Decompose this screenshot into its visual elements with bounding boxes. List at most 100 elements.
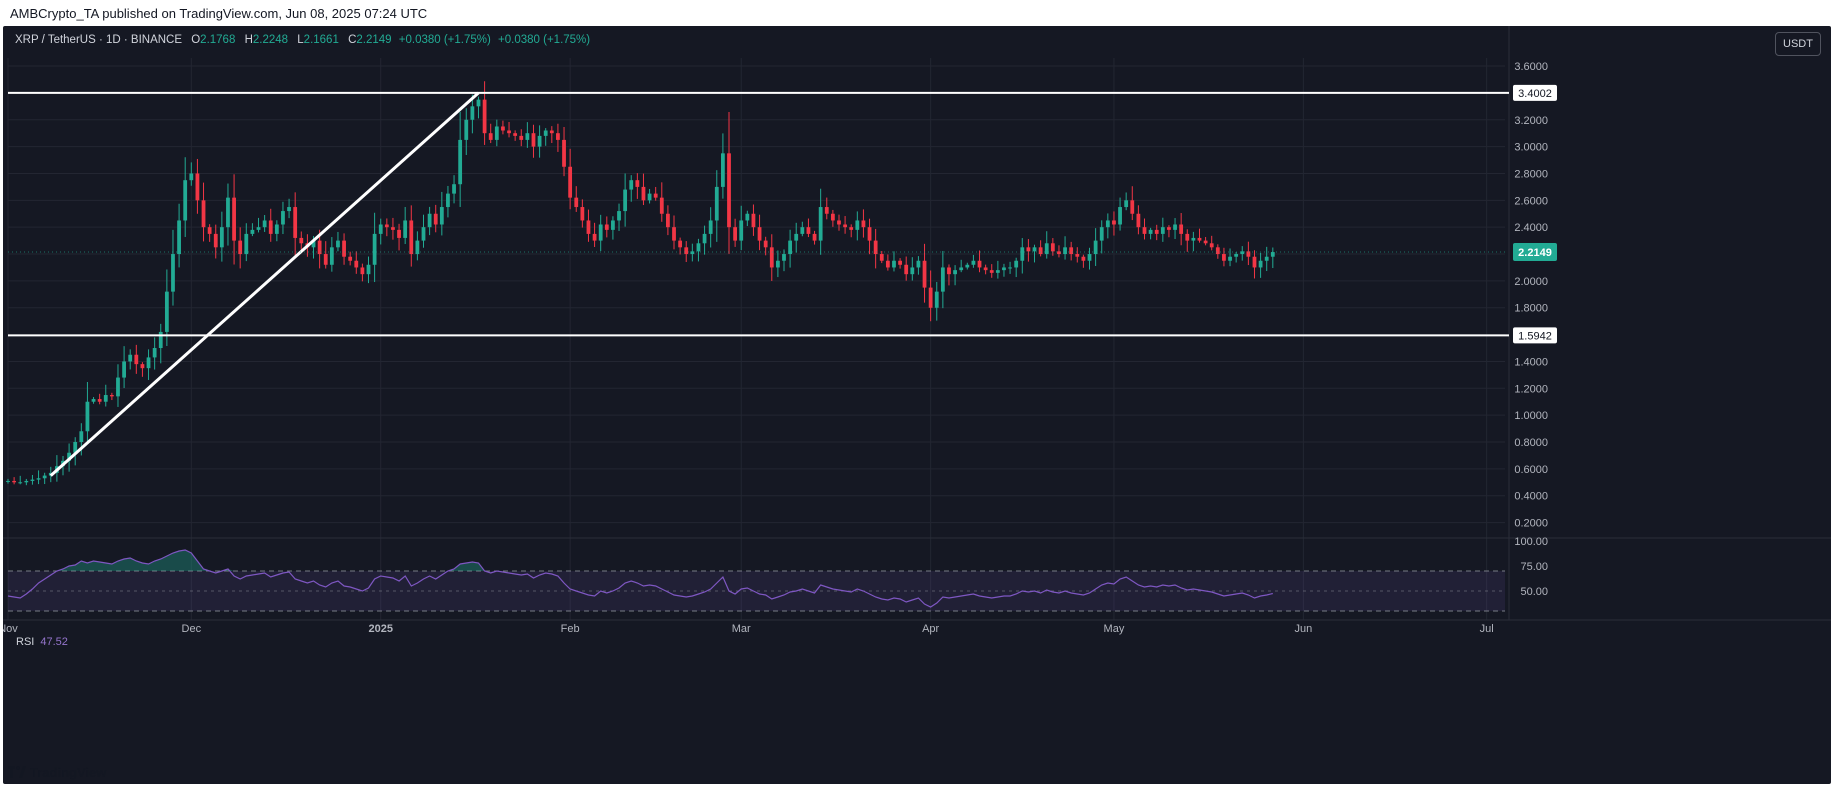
candle-body bbox=[299, 237, 304, 244]
candle-body bbox=[1008, 267, 1012, 269]
price-tick-3: 3.0000 bbox=[1514, 142, 1548, 154]
candle-body bbox=[1087, 254, 1092, 261]
candle-body bbox=[1246, 251, 1251, 257]
trendline bbox=[49, 91, 480, 477]
low-label: L bbox=[297, 34, 304, 46]
candle-body bbox=[366, 264, 371, 275]
candle-body bbox=[464, 119, 469, 140]
candle-body bbox=[1069, 247, 1074, 255]
candle-body bbox=[79, 431, 84, 443]
candle-body bbox=[910, 267, 915, 275]
price-tick-6: 2.4000 bbox=[1514, 222, 1548, 234]
candle-body bbox=[751, 213, 756, 228]
candle-body bbox=[800, 227, 805, 234]
candle-body bbox=[1209, 243, 1214, 248]
candle-body bbox=[177, 220, 181, 255]
time-tick-2: 2025 bbox=[368, 623, 392, 635]
candle-body bbox=[507, 130, 511, 134]
brand-name: TradingView bbox=[30, 765, 107, 780]
candle-body bbox=[1154, 229, 1159, 234]
candle-body bbox=[281, 211, 285, 225]
candle-body bbox=[97, 399, 102, 402]
candle-body bbox=[763, 240, 768, 248]
candle-body bbox=[892, 260, 896, 268]
currency-button[interactable]: USDT bbox=[1775, 32, 1821, 56]
candle-body bbox=[922, 260, 927, 288]
candle-body bbox=[1270, 252, 1275, 257]
candle-body bbox=[311, 240, 316, 248]
price-tick-14: 0.8000 bbox=[1514, 437, 1548, 449]
candle-body bbox=[293, 207, 298, 238]
candle-body bbox=[745, 213, 750, 221]
candle-body bbox=[696, 243, 701, 252]
candle-body bbox=[720, 153, 725, 187]
price-tick-11: 1.4000 bbox=[1514, 356, 1548, 368]
candle-body bbox=[158, 331, 163, 349]
last-price-tag bbox=[1513, 243, 1557, 262]
symbol-info-bar[interactable]: XRP / TetherUS · 1D · BINANCE O2.1768 H2… bbox=[15, 34, 590, 46]
candle-body bbox=[641, 186, 646, 201]
candle-body bbox=[690, 251, 695, 255]
candle-body bbox=[109, 395, 114, 397]
candle-body bbox=[928, 287, 933, 308]
candle-body bbox=[1026, 247, 1031, 252]
candle-body bbox=[586, 220, 591, 234]
tradingview-brand[interactable]: TradingView bbox=[8, 758, 106, 787]
price-tick-2: 3.2000 bbox=[1514, 115, 1548, 127]
candle-body bbox=[1264, 256, 1269, 261]
candle-body bbox=[867, 227, 872, 241]
candle-body bbox=[85, 401, 90, 432]
candle-body bbox=[965, 264, 970, 268]
candle-body bbox=[1057, 251, 1061, 255]
candle-body bbox=[146, 357, 151, 369]
chart-canvas[interactable]: 3.60003.40003.20003.00002.80002.60002.40… bbox=[3, 26, 1831, 784]
candle-body bbox=[629, 180, 634, 190]
candle-body bbox=[342, 240, 346, 257]
candle-body bbox=[562, 139, 566, 167]
rsi-line bbox=[7, 549, 1273, 608]
candle-body bbox=[995, 270, 1000, 273]
rsi-legend[interactable]: RSI 47.52 bbox=[16, 636, 68, 648]
candle-body bbox=[1173, 224, 1177, 230]
candle-body bbox=[592, 233, 597, 241]
candle-body bbox=[409, 220, 414, 255]
candle-body bbox=[348, 256, 353, 261]
candle-body bbox=[519, 135, 524, 140]
price-tick-13: 1.0000 bbox=[1514, 410, 1548, 422]
candle-body bbox=[617, 211, 621, 221]
candle-body bbox=[256, 227, 261, 230]
candle-body bbox=[830, 213, 835, 221]
candle-body bbox=[1093, 240, 1098, 255]
candle-body bbox=[226, 197, 230, 228]
candle-body bbox=[439, 207, 444, 225]
candle-body bbox=[427, 213, 432, 228]
candle-body bbox=[1228, 256, 1232, 261]
open-label: O bbox=[191, 34, 201, 46]
candle-body bbox=[476, 99, 481, 107]
price-tick-9: 1.8000 bbox=[1514, 303, 1548, 315]
candle-body bbox=[116, 377, 120, 397]
candle-body bbox=[672, 227, 676, 241]
candle-body bbox=[733, 227, 738, 241]
candle-body bbox=[678, 240, 683, 248]
candle-body bbox=[1050, 243, 1055, 252]
candle-body bbox=[354, 260, 359, 268]
candle-body bbox=[391, 227, 395, 230]
chart-frame[interactable]: 3.60003.40003.20003.00002.80002.60002.40… bbox=[3, 26, 1831, 784]
symbol-name[interactable]: XRP / TetherUS · 1D · BINANCE bbox=[15, 34, 183, 46]
candle-body bbox=[329, 247, 334, 265]
candle-body bbox=[183, 180, 188, 221]
candle-body bbox=[739, 220, 744, 241]
candle-body bbox=[525, 133, 530, 140]
candle-body bbox=[824, 207, 829, 214]
candle-body bbox=[531, 133, 536, 147]
candle-body bbox=[812, 233, 817, 241]
candle-body bbox=[1136, 213, 1141, 228]
candle-body bbox=[232, 197, 236, 241]
close-value: 2.2149 bbox=[356, 34, 392, 46]
candle-body bbox=[91, 399, 96, 402]
candle-body bbox=[1160, 227, 1165, 234]
candle-body bbox=[250, 229, 255, 234]
rsi-tick-1: 75.00 bbox=[1520, 561, 1548, 573]
candle-body bbox=[837, 220, 841, 225]
